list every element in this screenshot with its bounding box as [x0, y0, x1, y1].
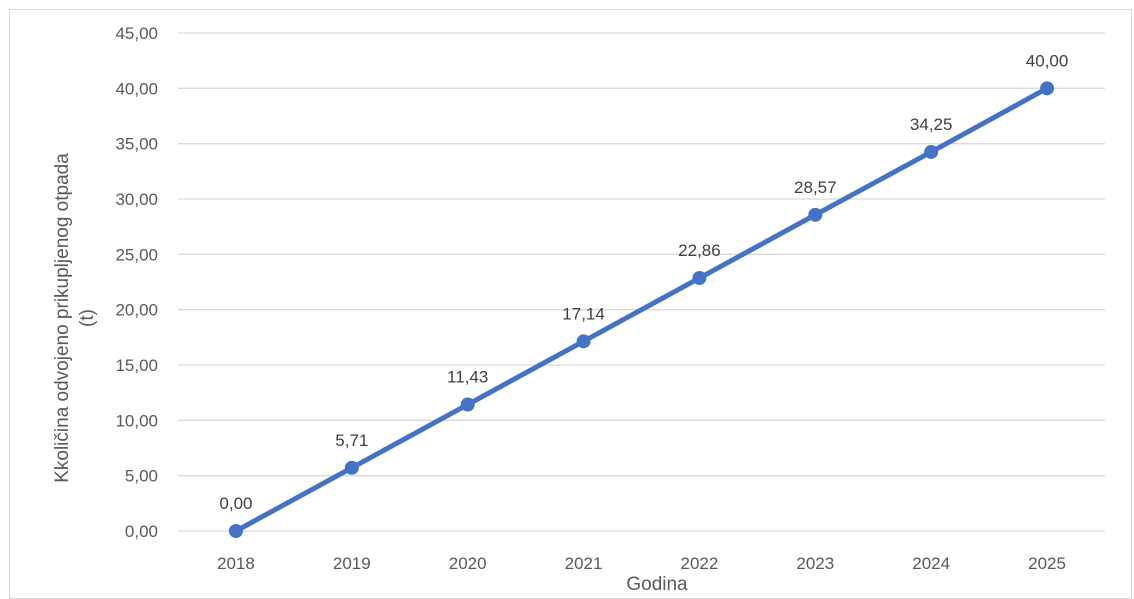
y-tick-label: 25,00	[115, 245, 158, 264]
y-tick-label: 40,00	[115, 79, 158, 98]
data-label: 0,00	[219, 494, 252, 513]
y-axis-ticks: 0,00 5,00 10,00 15,00 20,00 25,00 30,00 35,00 40…	[115, 24, 158, 541]
x-tick-label: 2020	[449, 554, 487, 573]
x-tick-label: 2018	[217, 554, 255, 573]
y-tick-label: 15,00	[115, 356, 158, 375]
y-axis-title: Kkoličina odvojeno prikupljenog otpada (…	[52, 153, 98, 483]
data-labels: 0,00 5,71 11,43 17,14 22,86 28,57 34,25 40,00	[219, 51, 1068, 513]
y-tick-label: 0,00	[125, 522, 158, 541]
y-tick-label: 10,00	[115, 411, 158, 430]
data-label: 11,43	[447, 368, 488, 387]
chart-frame	[9, 9, 1132, 599]
x-tick-label: 2023	[796, 554, 834, 573]
y-tick-label: 35,00	[115, 135, 158, 154]
x-tick-label: 2025	[1028, 554, 1066, 573]
series-group	[228, 81, 1055, 538]
data-label: 5,71	[335, 431, 368, 450]
y-tick-label: 20,00	[115, 301, 158, 320]
data-label: 28,57	[794, 178, 837, 197]
data-point	[228, 524, 243, 538]
data-point	[808, 207, 823, 222]
y-tick-label: 45,00	[115, 24, 158, 43]
y-axis-title-line-2: (t)	[77, 309, 98, 327]
x-tick-label: 2019	[333, 554, 371, 573]
data-point	[924, 144, 939, 159]
data-label: 22,86	[678, 241, 721, 260]
y-axis-title-line-1: Kkoličina odvojeno prikupljenog otpada	[52, 153, 73, 483]
y-tick-label: 30,00	[115, 190, 158, 209]
x-axis-ticks: 2018 2019 2020 2021 2022 2023 2024 2025	[217, 554, 1066, 573]
gridlines	[178, 32, 1105, 532]
x-tick-label: 2022	[681, 554, 719, 573]
data-point	[692, 271, 707, 286]
x-tick-label: 2024	[912, 554, 950, 573]
data-label: 40,00	[1026, 51, 1069, 70]
data-point	[460, 397, 475, 412]
y-tick-label: 5,00	[125, 467, 158, 486]
data-point	[344, 460, 359, 475]
series-line	[233, 85, 1050, 534]
data-point	[1040, 81, 1055, 96]
data-label: 17,14	[562, 304, 605, 323]
x-axis-title: Godina	[626, 574, 688, 595]
x-tick-label: 2021	[565, 554, 603, 573]
data-label: 34,25	[910, 115, 953, 134]
data-point	[576, 334, 591, 349]
